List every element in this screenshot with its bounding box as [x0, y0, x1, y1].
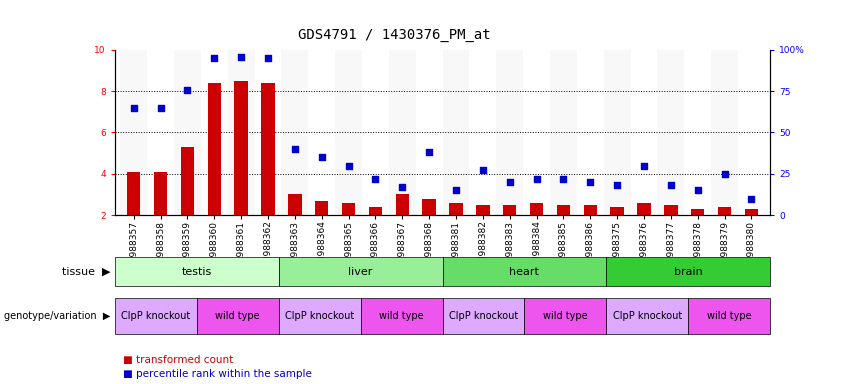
Bar [335, 50, 362, 215]
Text: ■ percentile rank within the sample: ■ percentile rank within the sample [123, 369, 312, 379]
Bar [657, 50, 684, 215]
Text: wild type: wild type [215, 311, 260, 321]
Text: brain: brain [674, 266, 703, 277]
Point [368, 175, 382, 182]
Point [745, 195, 758, 202]
Point [288, 146, 301, 152]
Bar [396, 194, 409, 215]
Bar [637, 203, 651, 215]
Point [261, 55, 275, 61]
Point [557, 175, 570, 182]
Text: ClpP knockout: ClpP knockout [448, 311, 518, 321]
Point [234, 53, 248, 60]
Bar [261, 83, 275, 215]
Point [208, 55, 221, 61]
Text: ClpP knockout: ClpP knockout [613, 311, 682, 321]
Text: testis: testis [181, 266, 212, 277]
Bar [557, 205, 570, 215]
Point [476, 167, 489, 174]
Bar [234, 81, 248, 215]
Bar [745, 209, 758, 215]
Point [396, 184, 409, 190]
Bar [422, 199, 436, 215]
Bar [530, 203, 543, 215]
Point [529, 175, 543, 182]
Point [584, 179, 597, 185]
Point [691, 187, 705, 194]
Text: ClpP knockout: ClpP knockout [121, 311, 191, 321]
Bar [315, 200, 328, 215]
Bar [208, 83, 221, 215]
Bar [443, 50, 470, 215]
Bar [449, 203, 463, 215]
Bar [342, 203, 355, 215]
Bar [550, 50, 577, 215]
Point [503, 179, 517, 185]
Point [154, 105, 168, 111]
Text: liver: liver [348, 266, 373, 277]
Point [449, 187, 463, 194]
Bar [288, 194, 301, 215]
Point [717, 170, 731, 177]
Point [315, 154, 328, 161]
Bar [610, 207, 624, 215]
Point [637, 162, 651, 169]
Bar [503, 205, 517, 215]
Bar [664, 205, 677, 215]
Bar [174, 50, 201, 215]
Point [342, 162, 356, 169]
Bar [180, 147, 194, 215]
Bar [154, 172, 168, 215]
Bar [603, 50, 631, 215]
Point [180, 86, 194, 93]
Bar [120, 50, 147, 215]
Text: genotype/variation  ▶: genotype/variation ▶ [4, 311, 111, 321]
Text: wild type: wild type [543, 311, 588, 321]
Point [127, 105, 140, 111]
Text: ClpP knockout: ClpP knockout [285, 311, 354, 321]
Bar [282, 50, 308, 215]
Text: ■ transformed count: ■ transformed count [123, 355, 234, 365]
Text: tissue  ▶: tissue ▶ [62, 266, 111, 277]
Bar [228, 50, 254, 215]
Bar [496, 50, 523, 215]
Text: wild type: wild type [707, 311, 751, 321]
Point [422, 149, 436, 156]
Bar [127, 172, 140, 215]
Point [664, 182, 677, 189]
Bar [584, 205, 597, 215]
Bar [711, 50, 738, 215]
Bar [368, 207, 382, 215]
Text: wild type: wild type [380, 311, 424, 321]
Bar [389, 50, 415, 215]
Point [610, 182, 624, 189]
Bar [691, 209, 705, 215]
Text: heart: heart [510, 266, 540, 277]
Text: GDS4791 / 1430376_PM_at: GDS4791 / 1430376_PM_at [299, 28, 491, 42]
Bar [717, 207, 731, 215]
Bar [476, 205, 489, 215]
